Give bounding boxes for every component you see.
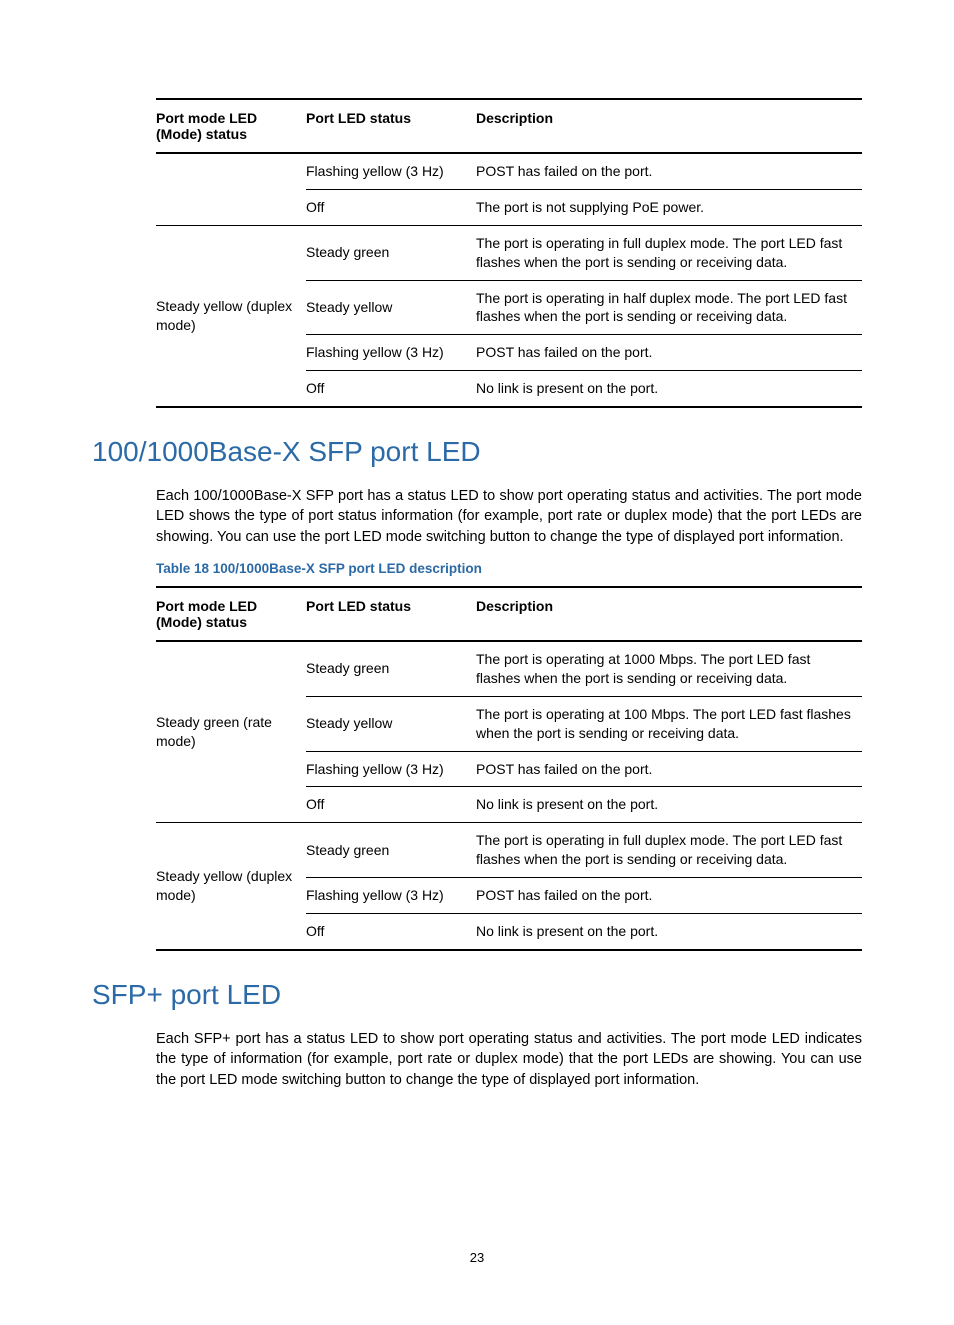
mode-cell: Steady green (rate mode) — [156, 641, 306, 823]
section2-paragraph: Each SFP+ port has a status LED to show … — [156, 1029, 862, 1090]
table-row: Flashing yellow (3 Hz)POST has failed on… — [156, 153, 862, 189]
table-header: Description — [476, 99, 862, 153]
table1-wrapper: Port mode LED (Mode) status Port LED sta… — [92, 98, 862, 408]
status-cell: Off — [306, 914, 476, 950]
description-cell: No link is present on the port. — [476, 371, 862, 407]
description-cell: POST has failed on the port. — [476, 335, 862, 371]
status-cell: Flashing yellow (3 Hz) — [306, 335, 476, 371]
description-cell: The port is operating in full duplex mod… — [476, 225, 862, 280]
page-number: 23 — [92, 1250, 862, 1265]
page: Port mode LED (Mode) status Port LED sta… — [0, 0, 954, 1325]
led-table-1: Port mode LED (Mode) status Port LED sta… — [156, 98, 862, 408]
table-row: Steady green (rate mode)Steady greenThe … — [156, 641, 862, 696]
status-cell: Off — [306, 371, 476, 407]
description-cell: The port is operating at 1000 Mbps. The … — [476, 641, 862, 696]
description-cell: No link is present on the port. — [476, 787, 862, 823]
table-header: Port mode LED (Mode) status — [156, 99, 306, 153]
status-cell: Flashing yellow (3 Hz) — [306, 878, 476, 914]
status-cell: Steady green — [306, 641, 476, 696]
status-cell: Flashing yellow (3 Hz) — [306, 153, 476, 189]
table-header: Port LED status — [306, 587, 476, 641]
section-heading-sfpplus: SFP+ port LED — [92, 979, 862, 1011]
status-cell: Steady green — [306, 225, 476, 280]
table-row: Steady yellow (duplex mode)Steady greenT… — [156, 823, 862, 878]
description-cell: POST has failed on the port. — [476, 153, 862, 189]
table-header: Description — [476, 587, 862, 641]
mode-cell: Steady yellow (duplex mode) — [156, 823, 306, 950]
section-heading-sfp: 100/1000Base-X SFP port LED — [92, 436, 862, 468]
status-cell: Off — [306, 189, 476, 225]
section2-body: Each SFP+ port has a status LED to show … — [92, 1029, 862, 1090]
mode-cell: Steady yellow (duplex mode) — [156, 225, 306, 407]
table-caption: Table 18 100/1000Base-X SFP port LED des… — [156, 561, 862, 576]
description-cell: The port is operating in half duplex mod… — [476, 280, 862, 335]
table-header: Port LED status — [306, 99, 476, 153]
status-cell: Steady yellow — [306, 696, 476, 751]
description-cell: The port is operating at 100 Mbps. The p… — [476, 696, 862, 751]
description-cell: No link is present on the port. — [476, 914, 862, 950]
mode-cell — [156, 153, 306, 225]
description-cell: POST has failed on the port. — [476, 751, 862, 787]
description-cell: The port is operating in full duplex mod… — [476, 823, 862, 878]
section1-paragraph: Each 100/1000Base-X SFP port has a statu… — [156, 486, 862, 547]
status-cell: Steady green — [306, 823, 476, 878]
led-table-2: Port mode LED (Mode) status Port LED sta… — [156, 586, 862, 951]
description-cell: POST has failed on the port. — [476, 878, 862, 914]
section1-body: Each 100/1000Base-X SFP port has a statu… — [92, 486, 862, 951]
table-header: Port mode LED (Mode) status — [156, 587, 306, 641]
status-cell: Steady yellow — [306, 280, 476, 335]
status-cell: Flashing yellow (3 Hz) — [306, 751, 476, 787]
description-cell: The port is not supplying PoE power. — [476, 189, 862, 225]
status-cell: Off — [306, 787, 476, 823]
table-row: Steady yellow (duplex mode)Steady greenT… — [156, 225, 862, 280]
